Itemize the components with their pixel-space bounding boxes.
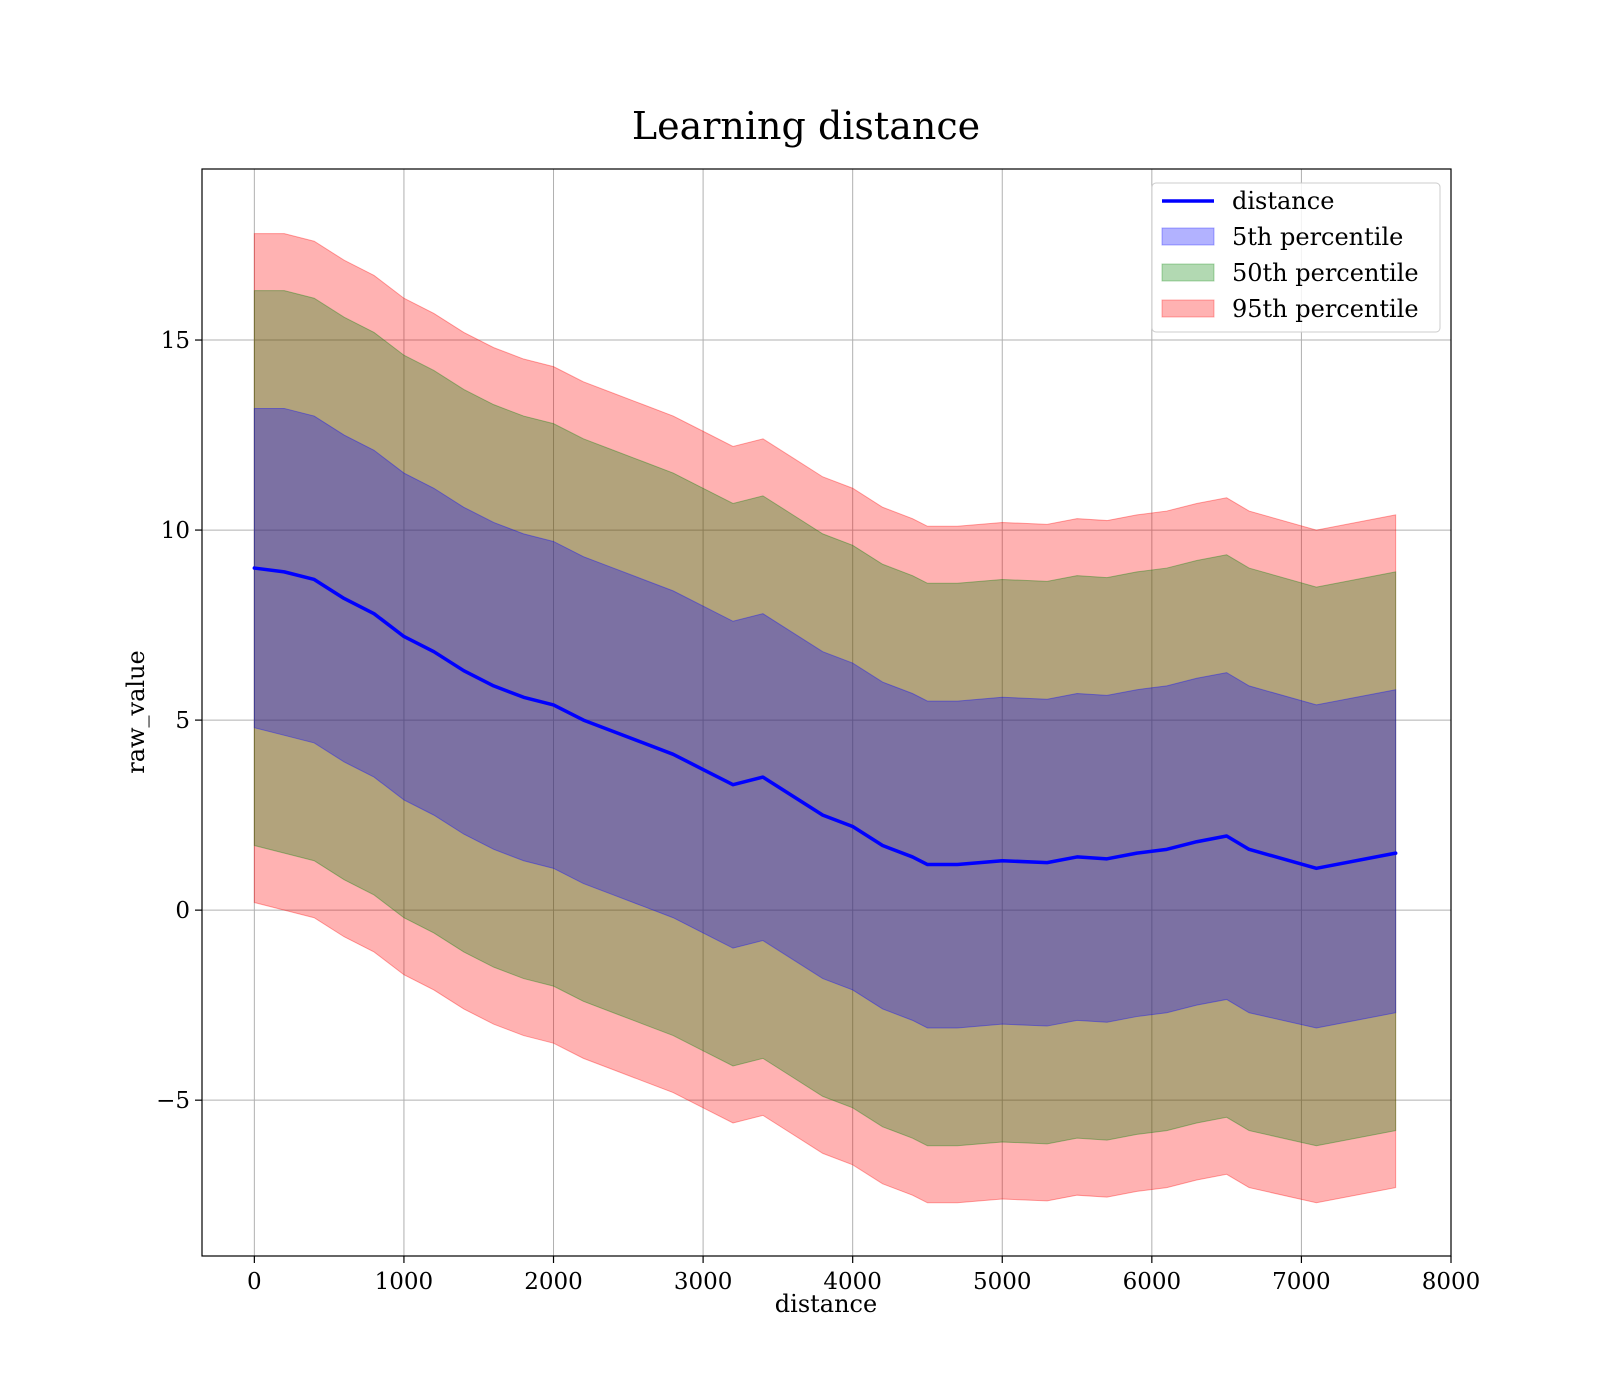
- legend-label-95th: 95th percentile: [1232, 295, 1419, 323]
- plot-frame: [201, 168, 1452, 1257]
- y-tick-label: 10: [161, 518, 190, 544]
- band-5th-percentile: [253, 407, 1397, 1029]
- y-tick-label: 0: [175, 898, 190, 924]
- x-tick-label: 6000: [1123, 1269, 1182, 1295]
- x-tick-label: 7000: [1272, 1269, 1331, 1295]
- y-tick-label: 15: [161, 328, 190, 354]
- legend-box: [1151, 182, 1441, 333]
- axis-ticks: 0 1000 2000 3000 4000 5000 6000 7000 8000 −5 0 5 10 1…: [156, 328, 1480, 1295]
- band-50th-percentile: [253, 290, 1397, 1147]
- x-tick-label: 1000: [375, 1269, 434, 1295]
- legend: distance 5th percentile 50th percentile …: [1151, 182, 1441, 333]
- grid: [202, 169, 1451, 1256]
- legend-label-50th: 50th percentile: [1232, 259, 1419, 287]
- x-tick-label: 3000: [674, 1269, 733, 1295]
- series-lines: [252, 566, 1398, 871]
- legend-swatch-95th: [1161, 299, 1215, 318]
- legend-swatch-5th: [1161, 227, 1215, 246]
- x-tick-label: 8000: [1422, 1269, 1481, 1295]
- legend-label-distance: distance: [1232, 187, 1334, 215]
- band-95th-percentile: [253, 233, 1397, 1204]
- percentile-bands: [253, 233, 1397, 1204]
- x-tick-label: 4000: [823, 1269, 882, 1295]
- x-tick-label: 5000: [973, 1269, 1032, 1295]
- chart-title: Learning distance: [632, 104, 980, 148]
- y-tick-label: 5: [175, 708, 190, 734]
- x-tick-label: 2000: [524, 1269, 583, 1295]
- legend-label-5th: 5th percentile: [1232, 223, 1403, 251]
- series-line-distance: [252, 566, 1398, 871]
- x-axis-label: distance: [775, 1290, 877, 1318]
- y-axis-label: raw_value: [122, 650, 150, 774]
- x-tick-label: 0: [247, 1269, 262, 1295]
- legend-swatch-50th: [1161, 263, 1215, 282]
- y-tick-label: −5: [156, 1088, 190, 1114]
